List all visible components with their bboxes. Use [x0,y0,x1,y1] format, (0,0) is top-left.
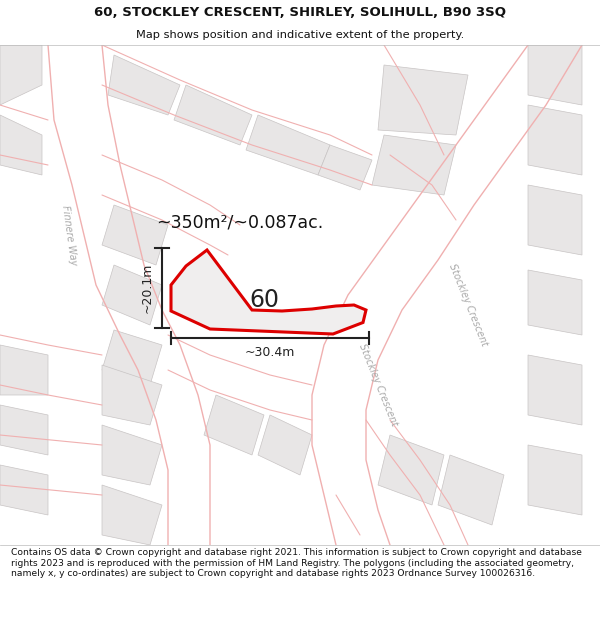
Polygon shape [102,485,162,545]
Polygon shape [171,250,366,334]
Polygon shape [0,45,42,105]
Polygon shape [0,115,42,175]
Polygon shape [528,270,582,335]
Text: Contains OS data © Crown copyright and database right 2021. This information is : Contains OS data © Crown copyright and d… [11,548,581,578]
Text: ~20.1m: ~20.1m [140,262,154,312]
Text: Stockley Crescent: Stockley Crescent [447,262,489,348]
Text: ~30.4m: ~30.4m [245,346,295,359]
Text: Map shows position and indicative extent of the property.: Map shows position and indicative extent… [136,30,464,40]
Polygon shape [528,445,582,515]
Polygon shape [102,205,168,265]
Text: 60: 60 [249,288,279,312]
Polygon shape [528,185,582,255]
Polygon shape [378,435,444,505]
Polygon shape [102,425,162,485]
Polygon shape [372,135,456,195]
Polygon shape [204,395,264,455]
Polygon shape [108,55,180,115]
Polygon shape [102,365,162,425]
Polygon shape [258,415,312,475]
Polygon shape [174,85,252,145]
Polygon shape [528,45,582,105]
Polygon shape [246,115,330,175]
Polygon shape [528,105,582,175]
Text: 60, STOCKLEY CRESCENT, SHIRLEY, SOLIHULL, B90 3SQ: 60, STOCKLEY CRESCENT, SHIRLEY, SOLIHULL… [94,6,506,19]
Polygon shape [0,465,48,515]
Polygon shape [528,355,582,425]
Text: Finnere Way: Finnere Way [60,204,78,266]
Text: ~350m²/~0.087ac.: ~350m²/~0.087ac. [157,214,323,231]
Text: Stockley Crescent: Stockley Crescent [357,342,399,428]
Polygon shape [102,330,162,385]
Polygon shape [438,455,504,525]
Polygon shape [102,265,162,325]
Polygon shape [0,405,48,455]
Polygon shape [378,65,468,135]
Polygon shape [0,345,48,395]
Polygon shape [318,145,372,190]
